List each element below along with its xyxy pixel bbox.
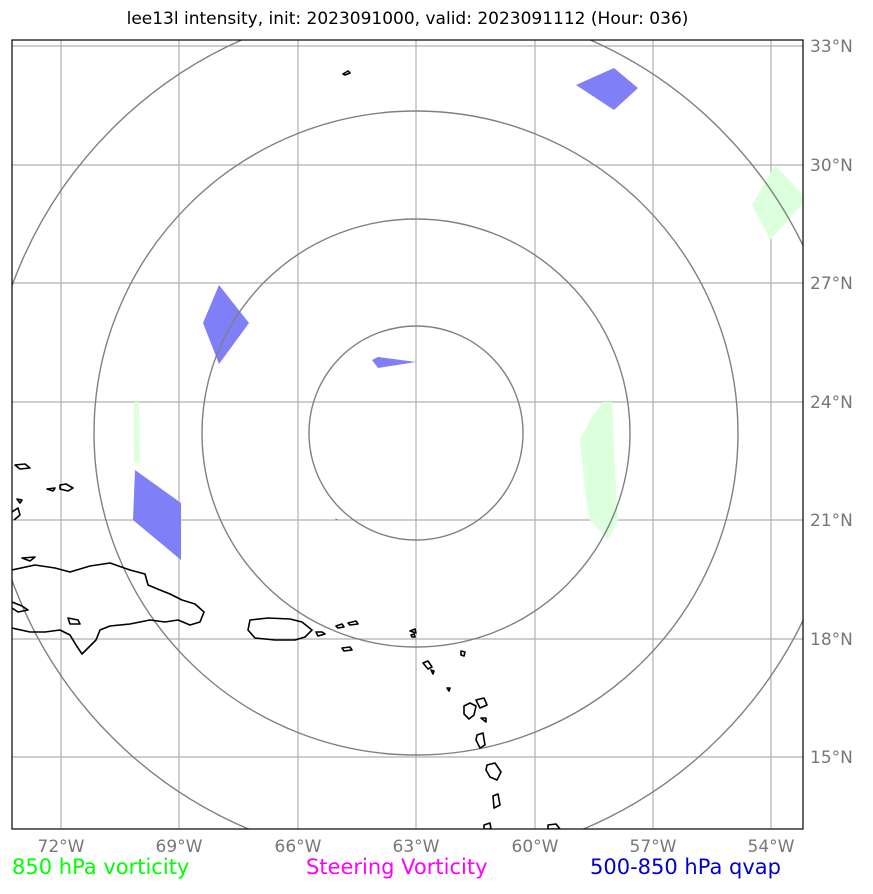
legend-steering-vorticity: Steering Vorticity xyxy=(306,855,488,879)
lat-tick-label: 18°N xyxy=(810,630,853,650)
map-title: lee13l intensity, init: 2023091000, vali… xyxy=(126,9,689,29)
lat-tick-label: 33°N xyxy=(810,37,853,57)
lon-tick-label: 54°W xyxy=(748,837,795,857)
lat-tick-label: 27°N xyxy=(810,274,853,294)
range-rings xyxy=(12,40,803,829)
legend-qvap: 500-850 hPa qvap xyxy=(590,855,781,879)
lon-tick-label: 72°W xyxy=(38,837,85,857)
map-frame xyxy=(11,39,804,830)
coastlines xyxy=(12,70,561,829)
lon-tick-label: 66°W xyxy=(275,837,322,857)
qvap-shading xyxy=(133,68,638,560)
vorticity-850-shading xyxy=(134,165,803,540)
lon-tick-labels: 72°W 69°W 66°W 63°W 60°W 57°W 54°W xyxy=(38,837,795,857)
lat-tick-labels: 33°N 30°N 27°N 24°N 21°N 18°N 15°N xyxy=(810,37,853,768)
lon-tick-label: 57°W xyxy=(630,837,677,857)
lat-tick-label: 15°N xyxy=(810,748,853,768)
legend-850-vorticity: 850 hPa vorticity xyxy=(12,855,190,879)
lat-tick-label: 30°N xyxy=(810,156,853,176)
gridlines xyxy=(12,40,803,829)
map-panel xyxy=(12,40,803,829)
lon-tick-label: 69°W xyxy=(156,837,203,857)
lon-tick-label: 60°W xyxy=(512,837,559,857)
lat-tick-label: 24°N xyxy=(810,393,853,413)
lat-tick-label: 21°N xyxy=(810,511,853,531)
lon-tick-label: 63°W xyxy=(393,837,440,857)
